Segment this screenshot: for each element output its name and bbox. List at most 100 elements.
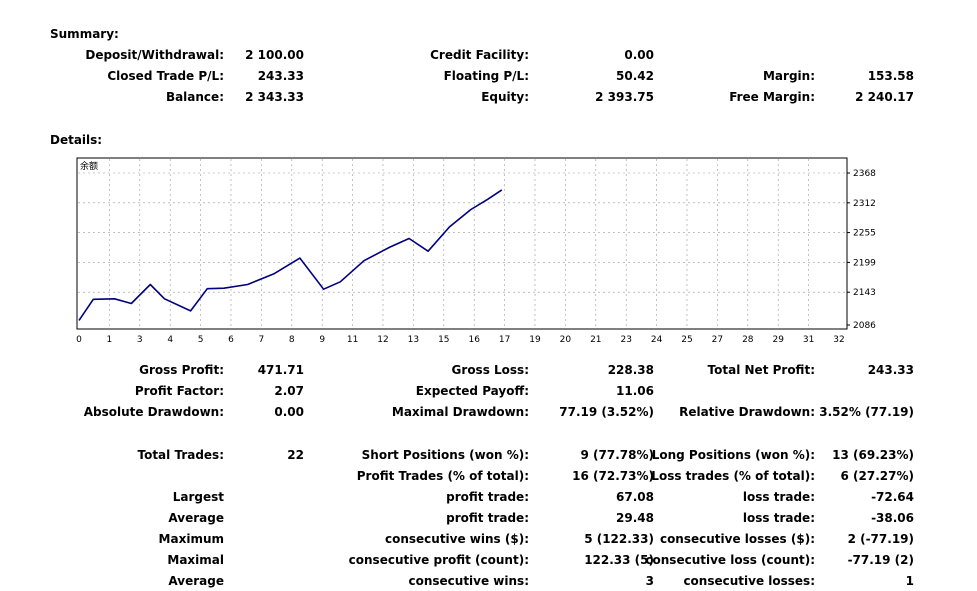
average-consecutive-wins-value: 3 [645,574,654,588]
free-margin-value: 2 240.17 [855,90,914,104]
largest-loss-value: -72.64 [871,490,914,504]
x-tick-label: 1 [107,335,113,345]
maximum-label: Maximum [158,532,224,546]
y-tick-label: 2312 [853,199,876,209]
largest-profit-label: profit trade: [446,490,529,504]
equity-value: 2 393.75 [595,90,654,104]
summary-heading: Summary: [50,27,119,41]
relative-drawdown-value: 3.52% (77.19) [819,405,914,419]
absolute-drawdown-value: 0.00 [274,405,304,419]
x-tick-label: 21 [590,335,601,345]
gross-profit-value: 471.71 [257,363,304,377]
y-tick-label: 2368 [853,169,876,179]
long-positions-label: Long Positions (won %): [651,448,815,462]
largest-loss-label: loss trade: [742,490,815,504]
free-margin-label: Free Margin: [729,90,815,104]
x-tick-label: 32 [833,335,844,345]
maximal-consecutive-profit-value: 122.33 (5) [584,553,654,567]
total-trades-label: Total Trades: [137,448,224,462]
x-tick-label: 20 [560,335,572,345]
x-tick-label: 23 [620,335,631,345]
y-tick-label: 2143 [853,288,876,298]
balance-chart-svg: 0 1 3 4 5 6 7 8 9 11 12 13 15 16 17 19 20 21 23 24 25 27 28 29 3… [76,157,876,345]
average-consecutive-losses-value: 1 [905,574,914,588]
x-tick-label: 9 [319,335,325,345]
margin-value: 153.58 [867,69,914,83]
equity-label: Equity: [481,90,529,104]
x-tick-label: 7 [259,335,265,345]
plot-frame [76,157,848,330]
x-tick-label: 25 [681,335,692,345]
x-tick-label: 0 [76,335,82,345]
floating-pl-value: 50.42 [616,69,654,83]
max-consecutive-wins-label: consecutive wins ($): [384,532,529,546]
x-tick-label: 11 [347,335,358,345]
closed-trade-pl-label: Closed Trade P/L: [107,69,224,83]
x-tick-label: 13 [408,335,419,345]
maximal-drawdown-value: 77.19 (3.52%) [559,405,654,419]
x-tick-label: 16 [468,335,480,345]
deposit-withdrawal-label: Deposit/Withdrawal: [85,48,224,62]
x-tick-label: 29 [772,335,784,345]
average-consecutive-losses-label: consecutive losses: [683,574,815,588]
x-tick-label: 24 [651,335,663,345]
expected-payoff-value: 11.06 [616,384,654,398]
maximal-consecutive-loss-label: consecutive loss (count): [645,553,815,567]
maximal-label: Maximal [167,553,224,567]
loss-trades-label: Loss trades (% of total): [651,469,815,483]
margin-label: Margin: [762,69,815,83]
credit-facility-label: Credit Facility: [430,48,529,62]
max-consecutive-losses-value: 2 (-77.19) [847,532,914,546]
x-tick-label: 15 [438,335,449,345]
floating-pl-label: Floating P/L: [443,69,529,83]
average-profit-label: profit trade: [446,511,529,525]
chart-title: 余额 [80,160,98,172]
profit-factor-label: Profit Factor: [134,384,224,398]
y-tick-label: 2199 [853,258,876,268]
loss-trades-value: 6 (27.27%) [840,469,914,483]
max-consecutive-wins-value: 5 (122.33) [584,532,654,546]
average-consecutive-label: Average [168,574,224,588]
balance-series-line [78,189,503,321]
maximal-consecutive-profit-label: consecutive profit (count): [348,553,529,567]
profit-trades-value: 16 (72.73%) [572,469,654,483]
max-consecutive-losses-label: consecutive losses ($): [659,532,815,546]
x-tick-label: 12 [377,335,388,345]
short-positions-value: 9 (77.78%) [580,448,654,462]
credit-facility-value: 0.00 [624,48,654,62]
gross-loss-label: Gross Loss: [451,363,529,377]
maximal-drawdown-label: Maximal Drawdown: [391,405,529,419]
x-tick-label: 31 [803,335,814,345]
expected-payoff-label: Expected Payoff: [415,384,529,398]
y-tick-label: 2086 [853,321,876,331]
x-tick-label: 5 [198,335,204,345]
total-trades-value: 22 [287,448,304,462]
balance-label: Balance: [165,90,224,104]
closed-trade-pl-value: 243.33 [257,69,304,83]
y-tick-label: 2255 [853,229,876,239]
average-loss-value: -38.06 [871,511,914,525]
total-net-profit-label: Total Net Profit: [707,363,815,377]
x-tick-label: 6 [228,335,234,345]
x-tick-label: 19 [529,335,541,345]
total-net-profit-value: 243.33 [867,363,914,377]
profit-trades-label: Profit Trades (% of total): [356,469,529,483]
short-positions-label: Short Positions (won %): [361,448,529,462]
balance-value: 2 343.33 [245,90,304,104]
average-profit-value: 29.48 [616,511,654,525]
details-heading: Details: [50,133,103,147]
x-tick-label: 28 [742,335,754,345]
profit-factor-value: 2.07 [274,384,304,398]
deposit-withdrawal-value: 2 100.00 [245,48,304,62]
gross-profit-label: Gross Profit: [139,363,224,377]
average-consecutive-wins-label: consecutive wins: [408,574,529,588]
x-tick-label: 8 [289,335,295,345]
average-loss-label: loss trade: [742,511,815,525]
maximal-consecutive-loss-value: -77.19 (2) [847,553,914,567]
x-tick-label: 4 [167,335,173,345]
x-tick-label: 27 [712,335,723,345]
x-tick-label: 3 [137,335,143,345]
largest-label: Largest [172,490,224,504]
balance-chart: 0 1 3 4 5 6 7 8 9 11 12 13 15 16 17 19 20 21 23 24 25 27 28 29 3… [76,157,876,349]
average-label: Average [168,511,224,525]
